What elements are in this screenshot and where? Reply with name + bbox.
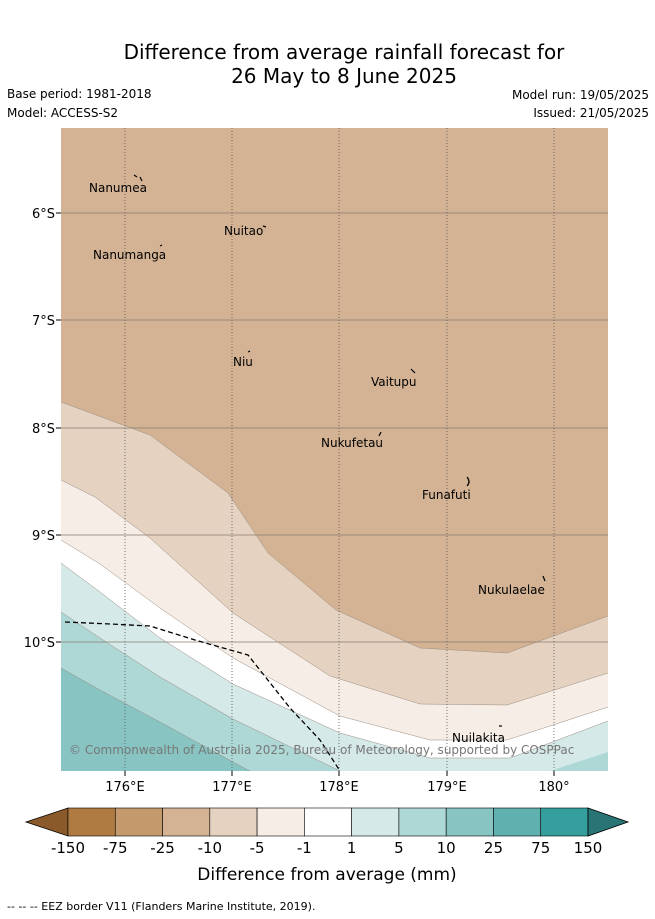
band-plus10-to-plus25 (61, 668, 250, 771)
colorbar: -150 -75 -25 -10 -5 -1 1 5 10 25 75 150 (24, 807, 630, 857)
title-line-2: 26 May to 8 June 2025 (231, 64, 457, 88)
colorbar-swatch (162, 807, 211, 837)
lon-label: 178°E (319, 780, 359, 795)
contour-lines (61, 401, 608, 771)
lat-gridlines (61, 212, 608, 643)
model-run: Model run: 19/05/2025 (511, 88, 649, 102)
copyright-text: © Commonwealth of Australia 2025, Bureau… (69, 743, 574, 757)
colorbar-swatch (445, 807, 494, 837)
colorbar-tick-label: 75 (531, 839, 550, 857)
colorbar-tick-label: 25 (484, 839, 503, 857)
lat-label: 7°S (32, 314, 55, 329)
colorbar-tick-label: -75 (103, 839, 128, 857)
colorbar-swatch (67, 807, 116, 837)
title-line-1: Difference from average rainfall forecas… (123, 40, 565, 64)
place-label: Nuilakita (452, 731, 505, 745)
model-name: Model: ACCESS-S2 (7, 106, 119, 120)
place-label: Funafuti (422, 488, 471, 502)
colorbar-tick-label: -10 (198, 839, 223, 857)
lat-label: 10°S (24, 636, 55, 651)
lat-label: 6°S (32, 207, 55, 222)
rainfall-map: Nanumea Nuitao Nanumanga Niu Vaitupu Nuk… (24, 128, 630, 885)
island-shapes (133, 174, 546, 727)
chart-title: Difference from average rainfall forecas… (0, 40, 655, 88)
lat-labels: 6°S 7°S 8°S 9°S 10°S (24, 207, 61, 651)
colorbar-swatch (540, 807, 589, 837)
place-label: Vaitupu (371, 375, 417, 389)
place-label: Nuitao (224, 224, 263, 238)
lat-label: 9°S (32, 529, 55, 544)
lon-label: 176°E (105, 780, 145, 795)
colorbar-tick-label: -150 (51, 839, 85, 857)
colorbar-tick-label: 5 (394, 839, 404, 857)
place-label: Nukufetau (321, 436, 383, 450)
eez-border (64, 621, 341, 772)
colorbar-swatch (351, 807, 400, 837)
colorbar-swatch (304, 807, 352, 837)
rainfall-bands (61, 128, 608, 771)
colorbar-tick-label: 10 (437, 839, 456, 857)
colorbar-swatch (398, 807, 447, 837)
lon-label: 179°E (427, 780, 467, 795)
lon-gridlines (124, 128, 555, 771)
colorbar-swatch (209, 807, 258, 837)
lon-label: 177°E (212, 780, 252, 795)
footer-note: -- -- -- EEZ border V11 (Flanders Marine… (7, 900, 316, 913)
colorbar-tick-label: -5 (250, 839, 265, 857)
base-period: Base period: 1981-2018 (7, 87, 152, 101)
place-labels: Nanumea Nuitao Nanumanga Niu Vaitupu Nuk… (89, 181, 545, 745)
place-label: Nukulaelae (478, 583, 545, 597)
colorbar-tick-label: 1 (347, 839, 357, 857)
colorbar-swatch (493, 807, 542, 837)
lon-labels: 176°E 177°E 178°E 179°E 180° (105, 771, 570, 795)
issued-date: Issued: 21/05/2025 (533, 106, 649, 120)
place-label: Niu (233, 355, 253, 369)
place-label: Nanumanga (93, 248, 166, 262)
lat-label: 8°S (32, 422, 55, 437)
lon-label: 180° (538, 780, 569, 795)
band-plus5-to-plus10-east (550, 752, 608, 771)
colorbar-swatch (256, 807, 305, 837)
colorbar-extend-low (24, 807, 69, 837)
colorbar-extend-high (587, 807, 630, 837)
colorbar-title: Difference from average (mm) (197, 865, 456, 885)
colorbar-tick-label: -25 (150, 839, 175, 857)
colorbar-tick-label: -1 (297, 839, 312, 857)
place-label: Nanumea (89, 181, 147, 195)
colorbar-tick-label: 150 (574, 839, 603, 857)
colorbar-swatch (114, 807, 163, 837)
